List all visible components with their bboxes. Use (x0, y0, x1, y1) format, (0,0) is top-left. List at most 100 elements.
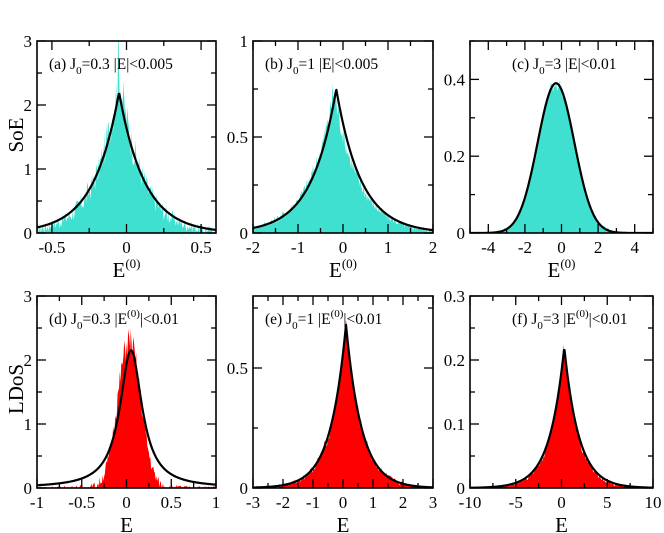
x-tick-label: 1 (212, 493, 221, 512)
y-tick-label: 0 (24, 479, 33, 498)
x-tick-label: 0.5 (190, 238, 211, 257)
x-axis-title: E (555, 513, 568, 533)
x-axis-title: E (120, 513, 133, 533)
annotation-condition: =1 |E (298, 311, 331, 328)
annotation-subscript: 0 (292, 320, 298, 332)
annotation-prefix: (d) J (49, 311, 77, 328)
x-tick-label: 5 (603, 493, 612, 512)
annotation-suffix: |<0.01 (140, 311, 179, 328)
x-axis-title: E (337, 513, 350, 533)
histogram-area (253, 83, 433, 233)
y-tick-label: 0.2 (444, 351, 465, 370)
x-tick-label: 10 (645, 493, 662, 512)
histogram-area (37, 41, 216, 233)
panel-annotation: (c) J0=3 |E|<0.01 (512, 56, 617, 77)
annotation-suffix: |<0.01 (343, 311, 382, 328)
x-tick-label: 0 (557, 238, 566, 257)
y-tick-label: 0 (24, 224, 33, 243)
x-tick-label: 0 (557, 493, 566, 512)
annotation-subscript: 0 (77, 320, 83, 332)
annotation-subscript: 0 (76, 65, 82, 77)
annotation-prefix: (b) J (265, 56, 293, 73)
x-axis-title: E(0) (329, 256, 357, 282)
annotation-suffix: |<0.01 (589, 311, 628, 328)
x-tick-label: -0.5 (38, 238, 65, 257)
y-tick-label: 0 (240, 224, 249, 243)
y-tick-label: 1 (240, 32, 249, 51)
x-axis-title-sup: (0) (560, 256, 575, 271)
annotation-subscript: 0 (539, 65, 545, 77)
x-tick-label: 0 (339, 238, 348, 257)
x-axis-title-base: E (120, 513, 133, 533)
annotation-condition: =0.3 |E|<0.005 (82, 56, 174, 73)
y-tick-label: 1 (24, 415, 33, 434)
x-tick-label: 0 (122, 493, 131, 512)
annotation-subscript: 0 (293, 65, 299, 77)
x-tick-label: -10 (459, 493, 482, 512)
x-axis-title-base: E (555, 513, 568, 533)
histogram-area (37, 328, 216, 488)
annotation-prefix: (c) J (512, 56, 539, 73)
y-tick-label: 0 (240, 479, 249, 498)
y-tick-label: 3 (24, 32, 33, 51)
fit-curve (37, 349, 216, 487)
x-axis-title-sup: (0) (125, 256, 140, 271)
x-axis-title-base: E (113, 258, 126, 282)
x-axis-title-sup: (0) (342, 256, 357, 271)
y-tick-label: 2 (24, 96, 33, 115)
fit-curve (253, 88, 433, 232)
annotation-prefix: (a) J (49, 56, 76, 73)
annotation-prefix: (f) J (512, 311, 537, 328)
annotation-condition: =3 |E|<0.01 (545, 56, 617, 73)
row-label-top: SoE (4, 117, 28, 152)
x-axis-title: E(0) (548, 256, 576, 282)
annotation-condition: =1 |E|<0.005 (298, 56, 378, 73)
x-tick-label: 0 (339, 493, 348, 512)
x-axis-title: E(0) (113, 256, 141, 282)
y-tick-label: 0 (457, 479, 466, 498)
y-tick-label: 0.5 (227, 128, 248, 147)
y-tick-label: 0.2 (444, 147, 465, 166)
y-tick-label: 2 (24, 351, 33, 370)
annotation-subscript: 0 (537, 320, 543, 332)
panel-e: -3 -2 -1 0 1 2 300.5E(e) J0=1 |E(0)|<0.01 (227, 295, 438, 533)
x-tick-label: -5 (509, 493, 523, 512)
x-tick-label: -0.5 (68, 493, 95, 512)
y-tick-label: 0.4 (444, 70, 466, 89)
panel-annotation: (b) J0=1 |E|<0.005 (265, 56, 378, 77)
panel-annotation: (e) J0=1 |E(0)|<0.01 (265, 308, 382, 332)
x-tick-label: 1 (384, 238, 393, 257)
annotation-condition: =3 |E (543, 311, 576, 328)
row-label-bottom: LDoS (4, 364, 28, 414)
x-tick-label: 0 (122, 238, 131, 257)
x-tick-label: -2 (246, 238, 260, 257)
x-tick-label: 2 (399, 493, 408, 512)
panel-b: -2 -1 0 1 200.51E(0)(b) J0=1 |E|<0.005 (227, 32, 438, 282)
annotation-prefix: (e) J (265, 311, 292, 328)
annotation-superscript: (0) (331, 308, 344, 320)
x-tick-label: -1 (306, 493, 320, 512)
x-axis-title-base: E (548, 258, 561, 282)
x-tick-label: 2 (429, 238, 438, 257)
y-tick-label: 0.5 (227, 359, 248, 378)
x-tick-label: -3 (246, 493, 260, 512)
y-tick-label: 1 (24, 160, 33, 179)
x-axis-title-base: E (329, 258, 342, 282)
x-tick-label: -1 (291, 238, 305, 257)
y-tick-label: 0 (457, 224, 466, 243)
histogram-area (470, 79, 653, 233)
annotation-condition: =0.3 |E (82, 311, 127, 328)
y-tick-label: 3 (24, 287, 33, 306)
histogram-area (470, 344, 653, 488)
histogram-area (253, 319, 433, 488)
x-tick-label: -4 (481, 238, 496, 257)
fit-curve (470, 349, 653, 488)
panel-annotation: (d) J0=0.3 |E(0)|<0.01 (49, 308, 179, 332)
annotation-superscript: (0) (576, 308, 589, 320)
x-tick-label: 3 (429, 493, 438, 512)
x-tick-label: -2 (276, 493, 290, 512)
